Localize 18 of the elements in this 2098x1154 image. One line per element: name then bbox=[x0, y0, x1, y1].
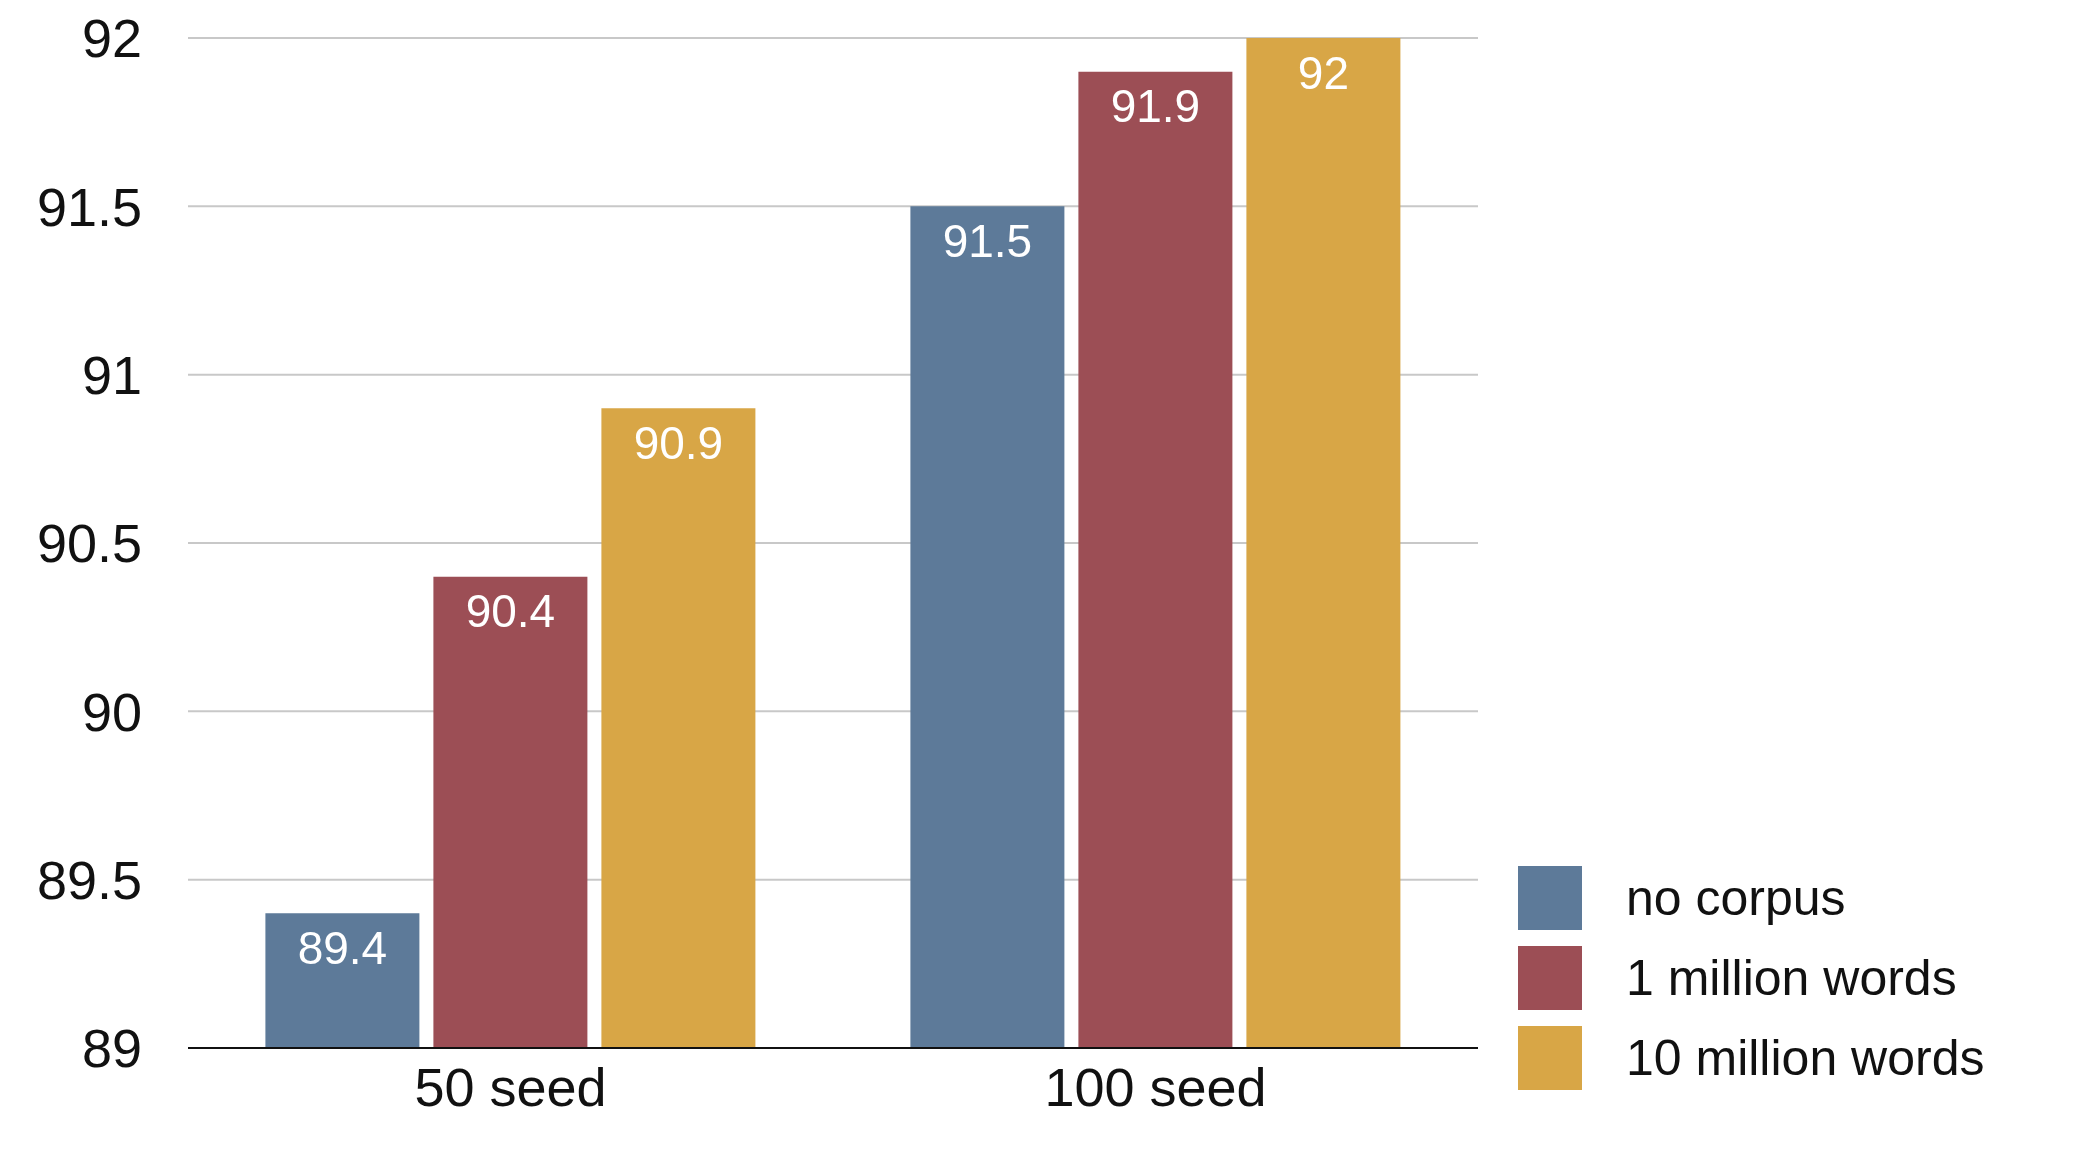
y-tick-label: 89 bbox=[81, 1018, 142, 1079]
data-label: 91.9 bbox=[1110, 80, 1201, 133]
legend-label: 10 million words bbox=[1626, 1029, 1985, 1087]
x-tick-label: 50 seed bbox=[414, 1057, 607, 1118]
y-tick-label: 92 bbox=[81, 8, 142, 69]
legend-label: 1 million words bbox=[1626, 949, 1957, 1007]
data-label: 90.4 bbox=[465, 585, 556, 638]
data-label: 92 bbox=[1297, 46, 1349, 99]
data-label: 91.5 bbox=[942, 214, 1033, 267]
y-tick-label: 91 bbox=[81, 344, 142, 405]
data-label: 90.9 bbox=[633, 416, 724, 469]
y-tick-label: 89.5 bbox=[36, 849, 142, 910]
legend-label: no corpus bbox=[1626, 869, 1846, 927]
y-tick-label: 90 bbox=[81, 681, 142, 742]
y-tick-label: 91.5 bbox=[36, 176, 142, 237]
data-label: 89.4 bbox=[297, 921, 388, 974]
x-tick-label: 100 seed bbox=[1044, 1057, 1267, 1118]
y-tick-label: 90.5 bbox=[36, 513, 142, 574]
